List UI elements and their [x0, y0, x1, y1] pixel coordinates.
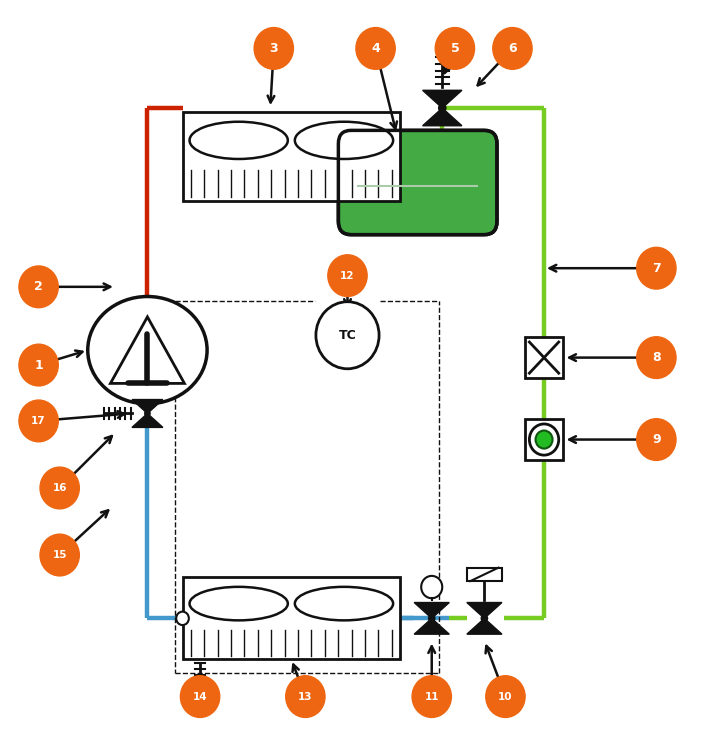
Text: 12: 12: [340, 270, 355, 281]
Text: 5: 5: [451, 42, 459, 55]
Polygon shape: [414, 618, 449, 634]
Bar: [183, 577, 400, 659]
Circle shape: [637, 419, 676, 460]
Text: 4: 4: [371, 42, 380, 55]
Circle shape: [486, 676, 525, 717]
Circle shape: [286, 676, 325, 717]
Text: 15: 15: [53, 550, 67, 560]
Circle shape: [435, 28, 475, 69]
Circle shape: [637, 247, 676, 289]
Bar: [525, 419, 564, 460]
Bar: [183, 112, 400, 201]
Circle shape: [529, 424, 559, 455]
Ellipse shape: [295, 121, 393, 159]
Text: 17: 17: [32, 416, 46, 426]
Text: 3: 3: [270, 42, 278, 55]
Polygon shape: [467, 603, 502, 618]
Circle shape: [493, 28, 532, 69]
Circle shape: [19, 266, 58, 308]
Ellipse shape: [190, 121, 288, 159]
Polygon shape: [423, 108, 462, 126]
Ellipse shape: [190, 587, 288, 621]
Text: 14: 14: [193, 691, 207, 702]
Circle shape: [328, 255, 367, 297]
Text: 2: 2: [34, 280, 43, 294]
FancyBboxPatch shape: [338, 130, 497, 235]
Bar: [525, 337, 564, 378]
Circle shape: [421, 576, 442, 598]
Text: 16: 16: [53, 483, 67, 493]
Text: 13: 13: [298, 691, 312, 702]
Polygon shape: [132, 413, 163, 428]
Polygon shape: [423, 90, 462, 108]
Circle shape: [19, 344, 58, 386]
Circle shape: [412, 676, 451, 717]
Circle shape: [40, 467, 79, 509]
Circle shape: [536, 431, 552, 448]
Text: 8: 8: [652, 351, 661, 364]
Circle shape: [19, 400, 58, 442]
Text: 7: 7: [652, 261, 661, 275]
Polygon shape: [414, 603, 449, 618]
Circle shape: [254, 28, 293, 69]
Bar: [467, 568, 502, 581]
Text: 6: 6: [508, 42, 517, 55]
Text: 10: 10: [498, 691, 512, 702]
Circle shape: [144, 410, 151, 417]
Text: TC: TC: [338, 329, 357, 342]
Circle shape: [428, 614, 435, 623]
Polygon shape: [132, 399, 163, 413]
Circle shape: [637, 337, 676, 378]
Polygon shape: [110, 317, 185, 384]
Circle shape: [316, 302, 379, 369]
Circle shape: [480, 614, 488, 623]
Text: 1: 1: [34, 358, 43, 372]
Ellipse shape: [88, 297, 207, 404]
Circle shape: [180, 676, 220, 717]
Circle shape: [356, 28, 395, 69]
Polygon shape: [467, 618, 502, 634]
Text: 11: 11: [425, 691, 439, 702]
Circle shape: [176, 612, 189, 625]
Circle shape: [40, 534, 79, 576]
Circle shape: [438, 104, 446, 112]
Text: 9: 9: [652, 433, 661, 446]
Ellipse shape: [295, 587, 393, 621]
